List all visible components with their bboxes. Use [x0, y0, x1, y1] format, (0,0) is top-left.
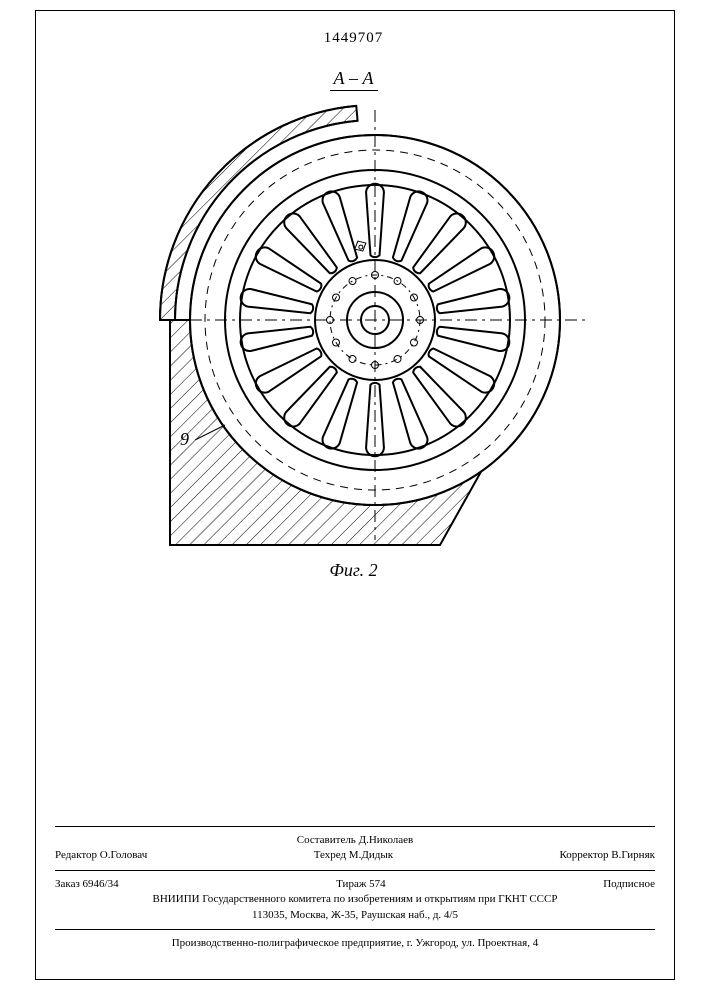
footer-editor: Редактор О.Головач [55, 848, 147, 863]
section-label: А – А [0, 68, 707, 89]
section-underline [330, 90, 378, 91]
footer-order: Заказ 6946/34 [55, 877, 119, 892]
footer-subscription: Подписное [603, 877, 655, 892]
figure-caption: Фиг. 2 [0, 560, 707, 581]
figure-diagram: 9 [130, 95, 600, 565]
footer-org2: 113035, Москва, Ж-35, Раушская наб., д. … [55, 908, 655, 923]
footer-corrector: Корректор В.Гирняк [559, 848, 655, 863]
svg-text:9: 9 [180, 429, 189, 449]
footer-teched: Техред М.Дидык [314, 848, 393, 863]
footer-compiler: Составитель Д.Николаев [55, 833, 655, 848]
footer-org1: ВНИИПИ Государственного комитета по изоб… [55, 892, 655, 907]
footer-printer: Производственно-полиграфическое предприя… [55, 936, 655, 951]
footer-block: Составитель Д.Николаев Редактор О.Голова… [55, 820, 655, 951]
footer-circulation: Тираж 574 [336, 877, 386, 892]
patent-number: 1449707 [0, 30, 707, 47]
